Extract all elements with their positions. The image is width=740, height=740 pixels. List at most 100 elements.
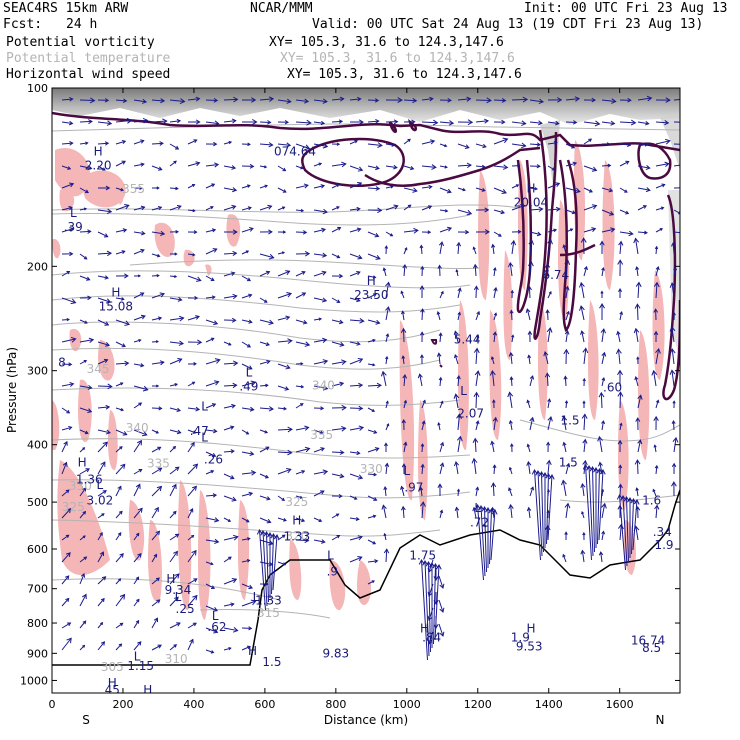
wind-vector: [313, 490, 325, 497]
wind-vector: [617, 439, 623, 453]
wind-vector: [331, 253, 341, 259]
wind-vector: [547, 141, 558, 146]
wind-vector: [295, 517, 306, 523]
theta-label: 330: [69, 479, 92, 493]
wind-vector: [367, 495, 378, 501]
wind-vector: [529, 486, 535, 497]
wind-vector: [655, 161, 670, 167]
wind-vector: [439, 226, 453, 233]
wind-vector: [508, 503, 514, 519]
wind-vector: [493, 187, 507, 195]
wind-vector: [439, 97, 452, 103]
wind-vector: [79, 429, 89, 435]
wind-vector: [349, 297, 361, 303]
wind-vector: [421, 119, 439, 126]
wind-vector: [669, 369, 676, 387]
wind-vector: [401, 419, 406, 431]
extremum-value: 1.15: [127, 659, 154, 673]
wind-vector: [187, 139, 198, 145]
extremum-letter: L: [134, 649, 141, 663]
field-name-theta: Potential temperature: [6, 51, 171, 66]
wind-vector: [259, 359, 271, 365]
wind-vector: [529, 98, 544, 105]
wind-vector: [421, 96, 434, 102]
wind-vector: [456, 241, 462, 255]
wind-vector: [655, 206, 665, 211]
wind-vector: [169, 186, 179, 191]
wind-vector: [619, 119, 637, 126]
wind-vector: [272, 534, 280, 591]
y-axis-title: Pressure (hPa): [5, 347, 19, 433]
extremum-letter: H: [166, 572, 175, 586]
wind-vector: [151, 429, 160, 434]
wind-vector: [133, 439, 142, 453]
wind-vector: [205, 451, 217, 458]
theta-label: 320: [285, 529, 308, 543]
wind-vector: [432, 563, 439, 645]
wind-vector: [331, 359, 347, 366]
wind-vector: [547, 474, 555, 541]
wind-vector: [565, 96, 581, 102]
wind-vector: [205, 649, 215, 654]
wind-vector: [115, 341, 126, 348]
wind-vector: [187, 622, 197, 629]
wind-vector: [79, 447, 86, 453]
wind-vector: [223, 647, 232, 651]
wind-vector: [97, 441, 108, 453]
extremum-value: 1.6: [642, 494, 661, 508]
wind-vector: [547, 120, 560, 126]
wind-vector: [331, 297, 341, 303]
wind-vector: [427, 583, 434, 597]
wind-vector: [508, 419, 513, 431]
wind-vector: [295, 469, 306, 475]
wind-vector: [97, 297, 112, 304]
wind-vector: [169, 429, 182, 435]
wind-vector: [115, 593, 126, 607]
theta-label: 315: [257, 606, 280, 620]
wind-vector: [583, 187, 593, 193]
wind-vector: [295, 119, 312, 126]
wind-vector: [331, 161, 347, 168]
wind-vector: [655, 399, 660, 409]
wind-vector: [403, 138, 411, 145]
extremum-value: 1.33: [283, 529, 310, 543]
wind-vector: [61, 182, 75, 189]
wind-vector: [618, 464, 623, 475]
wind-vector: [581, 413, 588, 431]
wind-vector: [619, 230, 634, 237]
wind-vector: [544, 372, 551, 387]
wind-vector: [151, 230, 166, 236]
wind-vector: [529, 187, 538, 191]
high-pv-shading-right-2: [660, 112, 680, 170]
wind-vector: [457, 119, 474, 126]
wind-vector: [205, 228, 217, 233]
wind-vector: [79, 337, 95, 344]
wind-vector: [295, 446, 311, 453]
extremum-value: .84: [422, 631, 441, 645]
wind-vector: [115, 360, 130, 366]
wind-vector: [402, 373, 408, 387]
wind-vector: [599, 303, 605, 321]
wind-vector: [151, 141, 164, 146]
wind-vector: [313, 429, 324, 435]
wind-vector: [669, 282, 676, 299]
extremum-value: .39: [64, 220, 83, 234]
wind-vector: [295, 319, 308, 325]
wind-vector: [437, 264, 442, 277]
wind-vector: [563, 375, 568, 387]
wind-vector: [535, 470, 543, 557]
wind-vector: [97, 231, 109, 238]
wind-vector: [169, 622, 181, 629]
wind-vector: [419, 354, 424, 365]
wind-vector: [97, 513, 105, 519]
wind-vector: [525, 308, 531, 321]
wind-vector: [151, 617, 159, 629]
wind-vector: [454, 506, 460, 519]
wind-vector: [510, 239, 517, 255]
wind-vector: [485, 507, 491, 568]
wind-vector: [61, 575, 70, 585]
wind-vector: [436, 310, 441, 321]
wind-vector: [277, 406, 287, 411]
wind-vector: [313, 517, 323, 523]
extremum-value: 074.64: [274, 145, 316, 159]
